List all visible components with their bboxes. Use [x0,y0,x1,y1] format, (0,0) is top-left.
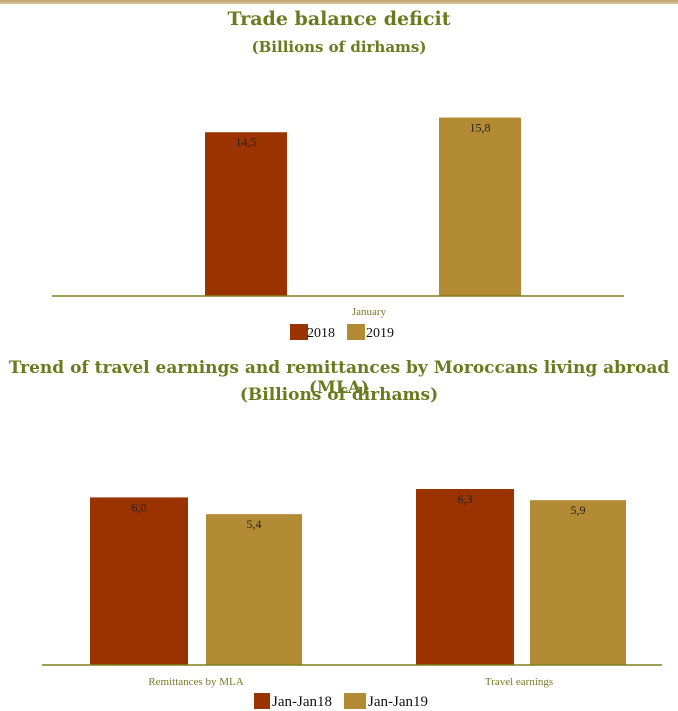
chart1-legend-label-1: 2019 [366,326,394,341]
chart1-legend-label-0: 2018 [307,326,335,341]
top-rule [0,0,678,4]
chart2-bar-1-0 [416,489,514,665]
chart2-legend-swatch-0 [254,693,270,709]
chart1-legend-swatch-1 [347,324,365,340]
chart1-bar-0-1 [439,117,521,296]
chart1-title: Trade balance deficit [227,8,451,30]
chart2-value-label-1-0: 6,3 [458,492,473,506]
chart1-bar-0-0 [205,132,287,296]
chart2-subtitle: (Billions of dirhams) [239,385,439,405]
chart2-category-label-0: Remittances by MLA [148,676,243,688]
chart2-category-label-1: Travel earnings [485,676,553,688]
chart2-title: Trend of travel earnings and remittances… [8,358,670,398]
chart2-legend-swatch-1 [344,693,366,709]
chart1-legend-swatch-0 [290,324,308,340]
chart2-value-label-0-1: 5,4 [247,517,262,531]
chart2-bar-1-1 [530,500,626,665]
chart1-plot: 14,5 15,8 January 2018 2019 [52,117,624,341]
chart2-legend-label-0: Jan-Jan18 [272,694,332,710]
chart2-legend-label-1: Jan-Jan19 [368,694,428,710]
chart2-bar-0-0 [90,497,188,665]
chart1-value-label-0-1: 15,8 [470,121,491,135]
chart2-plot: 6,0 5,4 Remittances by MLA 6,3 5,9 Travel ear… [42,489,662,710]
chart1-subtitle: (Billions of dirhams) [251,38,427,56]
chart2-value-label-1-1: 5,9 [571,503,586,517]
chart1-value-label-0-0: 14,5 [236,135,257,149]
chart1-category-label-0: January [352,306,387,318]
chart2-bar-0-1 [206,514,302,665]
chart2-value-label-0-0: 6,0 [132,500,147,514]
